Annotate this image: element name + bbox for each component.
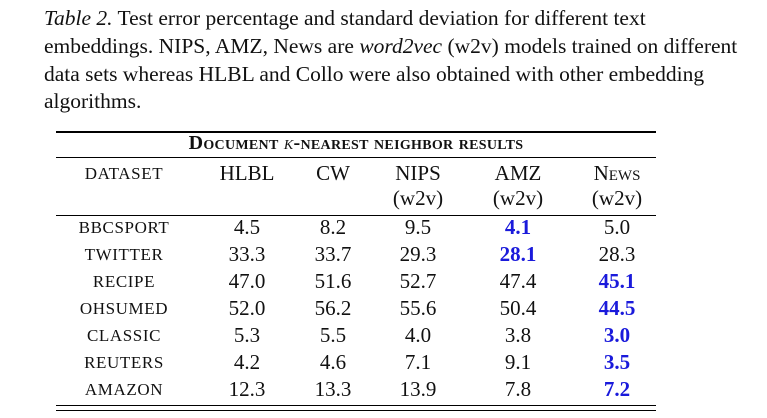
table-cell: 5.3 xyxy=(233,323,261,347)
table-cell: 5.5 xyxy=(319,323,347,347)
table-title: Document k-nearest neighbor results xyxy=(56,132,656,155)
table-cell: 7.1 xyxy=(404,350,432,374)
caption-text-b: (w2v) models trained on different data s… xyxy=(44,33,738,114)
table-cell: 56.2 xyxy=(314,296,352,320)
header-rule xyxy=(56,215,656,216)
table-cell: 52.0 xyxy=(228,296,266,320)
table-title-post: -nearest neighbor results xyxy=(293,132,524,154)
table-cell: 9.5 xyxy=(404,215,432,239)
table-cell: 47.0 xyxy=(228,269,266,293)
column-subheader-amz: (w2v) xyxy=(492,186,544,210)
row-dataset-ohsumed: OHSUMED xyxy=(79,299,169,318)
table-title-k: k xyxy=(283,132,294,154)
table-bottom-rule-1 xyxy=(56,405,656,406)
table-cell: 13.9 xyxy=(399,377,437,401)
table-cell: 4.0 xyxy=(404,323,432,347)
column-subheader-nips: (w2v) xyxy=(392,186,444,210)
column-header-hlbl: HLBL xyxy=(219,161,275,185)
row-dataset-amazon: AMAZON xyxy=(84,380,164,399)
table-cell: 28.3 xyxy=(598,242,636,266)
caption-emphasis: word2vec xyxy=(359,33,443,58)
table-cell: 3.8 xyxy=(504,323,532,347)
row-dataset-bbcsport: BBCSPORT xyxy=(78,218,170,237)
table-cell: 33.7 xyxy=(314,242,352,266)
column-subheader-news: (w2v) xyxy=(591,186,643,210)
table-cell: 8.2 xyxy=(319,215,347,239)
table-bottom-rule-2 xyxy=(56,410,656,411)
table-cell: 4.1 xyxy=(504,215,532,239)
table-caption: Table 2. Test error percentage and stand… xyxy=(44,5,744,116)
table-cell: 28.1 xyxy=(499,242,537,266)
table-cell: 55.6 xyxy=(399,296,437,320)
table-cell: 4.6 xyxy=(319,350,347,374)
column-header-amz: AMZ xyxy=(494,161,542,185)
table-cell: 7.2 xyxy=(603,377,631,401)
row-dataset-reuters: REUTERS xyxy=(84,353,164,372)
table-cell: 3.0 xyxy=(603,323,631,347)
table-cell: 12.3 xyxy=(228,377,266,401)
table-cell: 50.4 xyxy=(499,296,537,320)
table-cell: 44.5 xyxy=(598,296,636,320)
table-cell: 47.4 xyxy=(499,269,537,293)
row-dataset-recipe: RECIPE xyxy=(92,272,156,291)
table-cell: 4.5 xyxy=(233,215,261,239)
table-cell: 7.8 xyxy=(504,377,532,401)
column-header-dataset: DATASET xyxy=(84,164,164,183)
table-title-pre: Document xyxy=(188,132,284,154)
table-top-rule xyxy=(56,131,656,133)
table-cell: 13.3 xyxy=(314,377,352,401)
table-cell: 3.5 xyxy=(603,350,631,374)
table-cell: 9.1 xyxy=(504,350,532,374)
table-cell: 45.1 xyxy=(598,269,636,293)
table-cell: 5.0 xyxy=(603,215,631,239)
table-cell: 4.2 xyxy=(233,350,261,374)
table-cell: 29.3 xyxy=(399,242,437,266)
caption-text-a: Test error percentage and standard devia… xyxy=(44,6,646,58)
title-rule xyxy=(56,157,656,158)
row-dataset-twitter: TWITTER xyxy=(84,245,164,264)
table-cell: 51.6 xyxy=(314,269,352,293)
table-cell: 52.7 xyxy=(399,269,437,293)
table-cell: 33.3 xyxy=(228,242,266,266)
row-dataset-classic: CLASSIC xyxy=(86,326,162,345)
column-header-cw: CW xyxy=(316,161,350,185)
column-header-news: News xyxy=(593,161,641,185)
column-header-nips: NIPS xyxy=(395,161,441,185)
caption-label: Table 2. xyxy=(44,6,113,30)
